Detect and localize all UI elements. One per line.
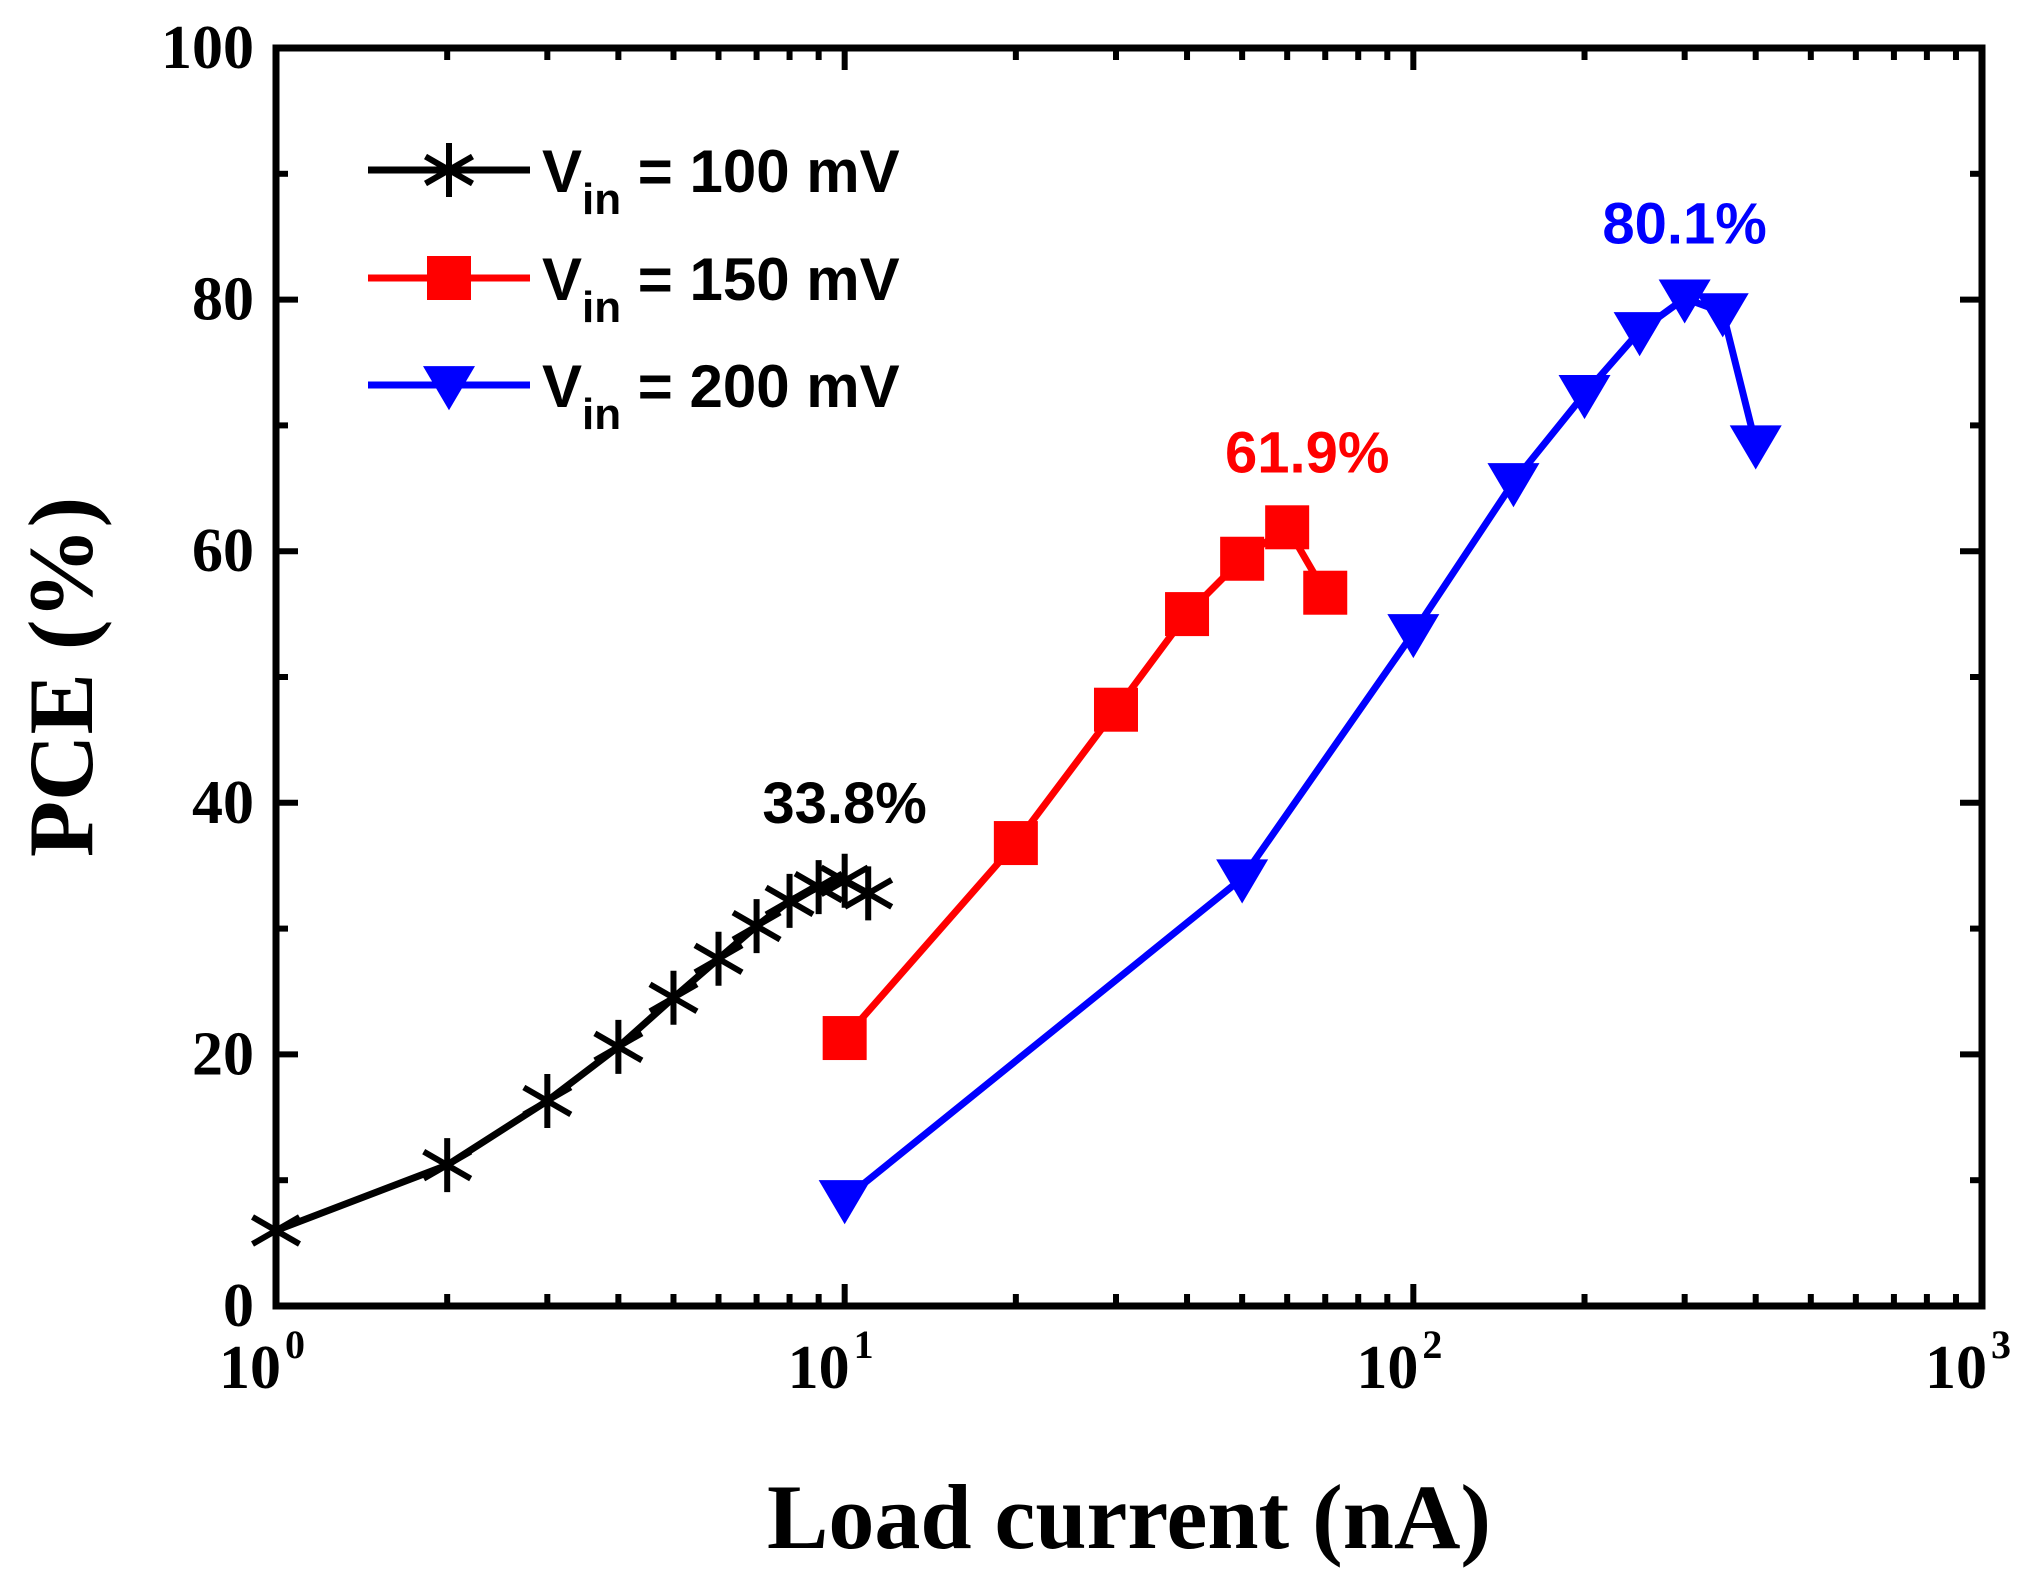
- series-2: [822, 505, 1348, 1061]
- data-point: [1729, 425, 1782, 470]
- y-tick-label: 80: [192, 266, 254, 334]
- data-point: [422, 1138, 473, 1193]
- data-point: [1613, 312, 1666, 357]
- data-point: [251, 1203, 301, 1258]
- data-point: [1265, 505, 1310, 550]
- legend-marker: [423, 366, 475, 411]
- data-point: [648, 970, 699, 1025]
- x-tick-label: 10 2: [1356, 1322, 1442, 1402]
- data-point: [1165, 592, 1210, 637]
- legend-label: Vin = 200 mV: [542, 353, 900, 439]
- data-point: [1558, 375, 1611, 420]
- legend-marker: [424, 143, 474, 197]
- x-tick-label: 10 0: [219, 1322, 305, 1402]
- peak-annotation: 33.8%: [762, 771, 926, 836]
- data-point: [822, 1016, 867, 1061]
- data-point: [1093, 687, 1138, 732]
- y-tick-label: 100: [161, 14, 254, 82]
- x-tick-label: 10 1: [788, 1322, 874, 1402]
- data-point: [1216, 859, 1269, 904]
- legend-marker: [427, 256, 471, 300]
- peak-annotation: 61.9%: [1225, 420, 1389, 485]
- series-line: [274, 877, 870, 1234]
- legend-entry: Vin = 200 mV: [368, 353, 900, 439]
- data-point: [731, 899, 782, 954]
- legend-entry: Vin = 150 mV: [368, 246, 900, 332]
- legend-label: Vin = 150 mV: [542, 246, 900, 332]
- data-point: [818, 1180, 871, 1225]
- data-point: [522, 1073, 573, 1128]
- data-point: [1220, 536, 1265, 581]
- legend-label: Vin = 100 mV: [542, 138, 900, 224]
- legend-entry: Vin = 100 mV: [368, 138, 900, 224]
- data-point: [843, 866, 894, 921]
- data-point: [1696, 293, 1749, 338]
- y-axis-title: PCE (%): [10, 497, 112, 857]
- series-3: [818, 279, 1782, 1225]
- data-point: [993, 821, 1038, 866]
- x-axis-title: Load current (nA): [767, 1466, 1491, 1568]
- series-1: [251, 853, 894, 1258]
- peak-annotation: 80.1%: [1602, 191, 1766, 256]
- y-tick-label: 0: [223, 1272, 254, 1340]
- y-tick-label: 40: [192, 769, 254, 837]
- x-tick-label: 10 3: [1925, 1322, 2011, 1402]
- data-point: [693, 931, 744, 986]
- data-point: [1487, 463, 1540, 508]
- y-tick-label: 20: [192, 1020, 254, 1088]
- y-tick-label: 60: [192, 517, 254, 585]
- data-point: [1303, 570, 1348, 615]
- data-point: [1387, 614, 1440, 659]
- data-point: [1658, 279, 1711, 324]
- data-point: [593, 1019, 644, 1074]
